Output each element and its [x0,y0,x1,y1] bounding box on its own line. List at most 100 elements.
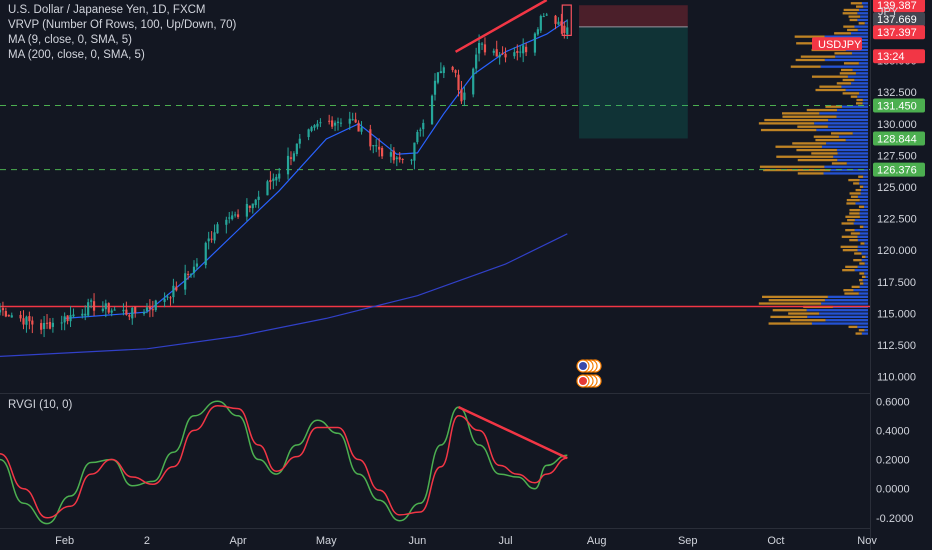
time-tick-label: Sep [678,535,698,547]
volume-profile-bar [850,32,868,35]
candle-body [492,50,495,53]
selection-box[interactable] [561,4,572,36]
candle-body [298,138,301,144]
rvgi-axis[interactable]: -0.2000 0.0000 0.2000 0.4000 0.6000 [876,396,913,525]
candle-body [87,302,90,316]
volume-profile-bar [794,35,825,38]
price-badge-label: 137.669 [877,14,917,26]
currency-label: JPY [878,6,899,18]
horizontal-levels[interactable] [0,105,870,308]
volume-profile-bar [852,68,868,72]
stop-loss-zone[interactable] [579,5,688,27]
price-tick-label: 125.000 [877,182,917,194]
candle-body [522,45,525,54]
candle-body [134,306,137,313]
volume-profile-bar [859,208,868,212]
volume-profile-bar [824,58,868,62]
volume-profile-bar [795,58,825,62]
volume-profile-bar [858,62,868,65]
candle-body [360,127,363,132]
candle-body [154,300,157,311]
volume-profile-bar [861,2,868,5]
candle-body [557,21,560,25]
volume-profile-bar [854,78,868,82]
ma9-legend[interactable]: MA (9, close, 0, SMA, 5) [8,34,132,46]
candle-body [107,303,110,313]
volume-profile-bar [865,275,868,278]
volume-profile-bar [814,122,868,125]
volume-profile-bar [824,35,868,38]
candle-body [25,316,28,325]
volume-profile-bar [843,25,855,28]
candle-body [210,238,213,240]
volume-profile-bar [865,255,868,258]
volume-profile-bar [819,85,842,88]
candle-body [519,51,522,53]
candle-body [457,74,460,91]
candle-body [272,178,275,182]
volume-profile-bar [824,165,868,168]
candle-body [42,322,46,329]
candle-body [245,203,248,217]
volume-profile-bar [823,172,868,175]
rvgi-tick-label: 0.4000 [876,425,910,437]
rvgi-title[interactable]: RVGI (10, 0) [8,399,73,411]
volume-profile-bar [861,275,866,278]
volume-profile-bar [857,95,868,98]
candle-body [60,322,63,324]
volume-profile-bar [857,325,868,329]
volume-profile-bar [855,72,868,75]
volume-profile-bar [850,95,858,98]
candle-body [295,143,298,155]
volume-profile-bar [862,279,868,282]
price-badge-label: 131.450 [877,101,917,113]
candle-body [307,129,310,138]
drawings[interactable] [454,0,572,53]
volume-profile-bar [843,62,859,65]
price-tick-label: 110.000 [877,372,916,384]
candle-body [45,322,49,324]
rvgi-trendline[interactable] [457,405,568,460]
candle-body [395,157,398,160]
time-tick-label: Feb [55,535,74,547]
ma200-legend[interactable]: MA (200, close, 0, SMA, 5) [8,49,145,61]
candle-body [69,315,72,322]
volume-profile-bar [848,325,858,329]
volume-profile-bar [842,78,855,82]
volume-profile-bar [849,212,860,215]
time-axis[interactable]: Feb 2 Apr May Jun Jul Aug Sep Oct Nov [55,535,877,547]
volume-profile-bar [841,105,868,108]
candle-body [10,315,13,318]
price-badge-label: 137.397 [877,27,917,39]
candle-body [542,16,545,18]
candle-body [286,155,290,175]
candle-body [495,49,498,57]
volume-profile-bar [806,309,868,312]
candle-body [554,15,557,24]
volume-profile-bar [827,295,868,299]
candle-body [389,152,393,157]
price-trendline[interactable] [454,0,548,53]
price-tick-label: 122.500 [877,214,917,226]
candle-body [184,273,187,290]
position-tool[interactable] [579,5,688,139]
candle-body [454,70,457,73]
candle-body [566,27,569,35]
volume-profile-bar [836,148,868,152]
vrvp-legend[interactable]: VRVP (Number Of Rows, 100, Up/Down, 70) [8,19,237,31]
event-markers[interactable] [576,359,602,388]
chart-title[interactable]: U.S. Dollar / Japanese Yen, 1D, FXCM [8,4,206,16]
candle-body [172,285,175,298]
price-badge [873,12,925,27]
take-profit-zone[interactable] [579,26,688,139]
volume-profile-bar [857,12,868,15]
volume-profile-bar [864,242,868,245]
candle-body [90,300,93,302]
time-tick-label: Apr [230,535,247,547]
candle-body [336,121,340,123]
candle-body [231,215,234,220]
volume-profile-bar [831,162,847,165]
volume-profile-bar [842,249,858,252]
volume-profile-bar [858,8,868,12]
